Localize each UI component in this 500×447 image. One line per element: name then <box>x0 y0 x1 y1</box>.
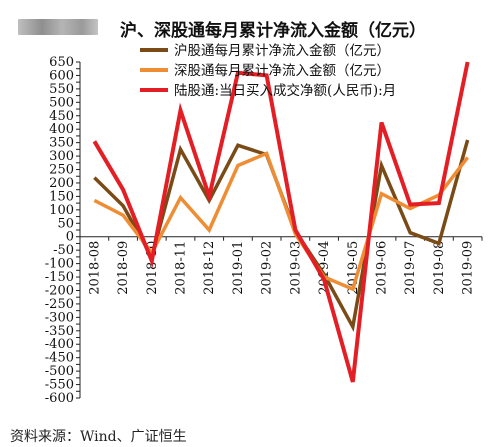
y-tick-label: -450 <box>45 351 74 366</box>
y-tick-label: -50 <box>53 243 74 258</box>
x-tick-label: 2019-05 <box>346 241 361 295</box>
y-tick-label: 50 <box>57 216 74 231</box>
x-tick-label: 2019-09 <box>461 241 476 295</box>
x-tick-label: 2018-12 <box>202 241 217 295</box>
y-tick-label: -550 <box>45 378 74 393</box>
series-line-1 <box>93 139 470 332</box>
y-tick-label: 0 <box>66 230 74 245</box>
x-tick-label: 2019-08 <box>432 241 447 295</box>
axes: -600-550-500-450-400-350-300-250-200-150… <box>45 55 483 406</box>
source-note: 资料来源：Wind、广证恒生 <box>10 429 187 445</box>
y-tick-label: 600 <box>49 68 74 83</box>
y-tick-label: 400 <box>49 122 74 137</box>
x-tick-label: 2019-07 <box>403 241 418 295</box>
x-tick-label: 2019-06 <box>375 241 390 295</box>
y-tick-label: -350 <box>45 324 74 339</box>
y-tick-label: 250 <box>49 163 74 178</box>
y-tick-label: -200 <box>45 283 74 298</box>
x-tick-label: 2018-08 <box>87 241 102 295</box>
y-tick-label: -150 <box>45 270 74 285</box>
y-tick-label: 550 <box>49 82 74 97</box>
y-tick-label: -250 <box>45 297 74 312</box>
x-tick-label: 2018-09 <box>116 241 131 295</box>
y-tick-label: -600 <box>45 391 74 406</box>
y-tick-label: -100 <box>45 257 74 272</box>
x-tick-label: 2019-02 <box>260 241 275 295</box>
x-tick-label: 2018-11 <box>174 241 189 295</box>
y-tick-label: 300 <box>49 149 74 164</box>
y-tick-label: -400 <box>45 337 74 352</box>
legend-label: 陆股通:当日买入成交净额(人民币):月 <box>174 82 396 99</box>
y-tick-label: 500 <box>49 95 74 110</box>
legend-label: 深股通每月累计净流入金额（亿元） <box>174 63 390 79</box>
y-tick-label: 650 <box>49 55 74 70</box>
y-tick-label: 200 <box>49 176 74 191</box>
y-tick-label: -500 <box>45 364 74 379</box>
series-lines <box>92 61 470 383</box>
y-tick-label: -300 <box>45 310 74 325</box>
y-tick-label: 100 <box>49 203 74 218</box>
x-tick-label: 2019-03 <box>288 241 303 295</box>
blurred-logo <box>18 19 98 35</box>
y-tick-label: 350 <box>49 136 74 151</box>
y-tick-label: 150 <box>49 189 74 204</box>
series-line-3 <box>92 61 470 383</box>
y-tick-label: 450 <box>49 109 74 124</box>
chart-title-bar: 沪、深股通每月累计净流入金额（亿元） <box>10 8 490 42</box>
legend-label: 沪股通每月累计净流入金额（亿元） <box>174 43 390 59</box>
chart-title: 沪、深股通每月累计净流入金额（亿元） <box>120 21 426 41</box>
x-tick-label: 2019-01 <box>231 241 246 295</box>
legend: 沪股通每月累计净流入金额（亿元） 深股通每月累计净流入金额（亿元） 陆股通:当日买入… <box>140 43 396 99</box>
